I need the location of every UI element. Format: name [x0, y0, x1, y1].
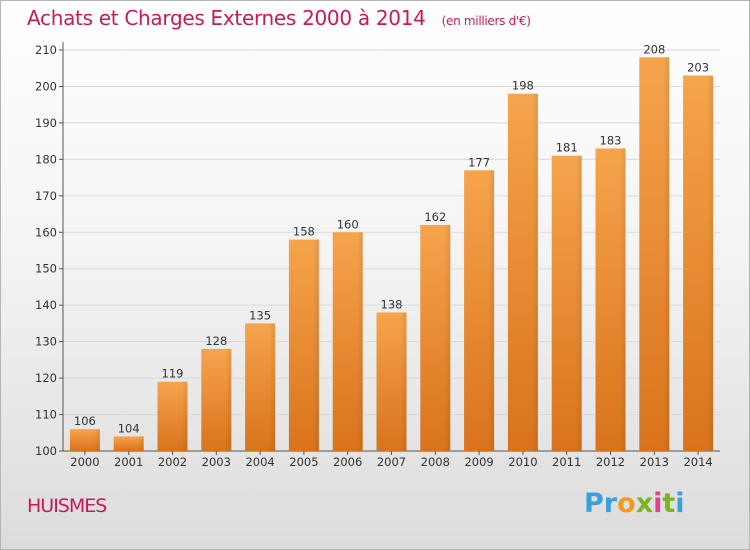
- bar-shade: [245, 323, 276, 451]
- bar-value-label: 198: [512, 79, 534, 93]
- y-tick-label: 120: [35, 371, 57, 385]
- y-tick-label: 190: [35, 116, 57, 130]
- y-tick-label: 200: [35, 79, 57, 93]
- bar-value-label: 181: [556, 141, 578, 155]
- x-tick-label: 2006: [333, 455, 362, 469]
- bar-value-label: 128: [205, 334, 227, 348]
- x-tick-label: 2010: [508, 455, 537, 469]
- y-tick-label: 140: [35, 298, 57, 312]
- logo-letter: i: [675, 488, 685, 519]
- bar-shade: [376, 312, 407, 451]
- bar-value-label: 203: [687, 61, 709, 75]
- bar-value-label: 177: [468, 155, 490, 169]
- location-label: HUISMES: [27, 495, 107, 517]
- bar-shade: [332, 232, 363, 451]
- y-tick-label: 130: [35, 335, 57, 349]
- bar-shade: [420, 224, 451, 451]
- x-tick-label: 2014: [683, 455, 712, 469]
- x-tick-label: 2009: [464, 455, 493, 469]
- logo-letter: P: [584, 488, 604, 519]
- x-tick-label: 2000: [70, 455, 99, 469]
- logo-letter: r: [603, 488, 618, 519]
- proxiti-logo: Proxiti: [584, 488, 685, 519]
- y-tick-label: 170: [35, 189, 57, 203]
- bar-value-label: 104: [118, 421, 140, 435]
- x-tick-label: 2001: [114, 455, 143, 469]
- bar-value-label: 208: [643, 42, 665, 56]
- chart-title: Achats et Charges Externes 2000 à 2014 (…: [27, 6, 531, 30]
- x-tick-label: 2004: [245, 455, 274, 469]
- logo-letter: i: [653, 488, 663, 519]
- bar-shade: [113, 436, 144, 451]
- bar-value-label: 135: [249, 308, 271, 322]
- bar-shade: [288, 239, 319, 451]
- x-tick-label: 2003: [202, 455, 231, 469]
- bar-shade: [551, 155, 582, 451]
- bar-value-label: 162: [424, 210, 446, 224]
- bar-shade: [201, 348, 232, 451]
- x-tick-label: 2012: [596, 455, 625, 469]
- x-tick-label: 2011: [552, 455, 581, 469]
- x-tick-label: 2005: [289, 455, 318, 469]
- bar-value-label: 160: [337, 217, 359, 231]
- bar-value-label: 183: [600, 133, 622, 147]
- y-tick-label: 180: [35, 152, 57, 166]
- y-tick-label: 110: [35, 408, 57, 422]
- x-tick-label: 2008: [421, 455, 450, 469]
- bar-shade: [507, 93, 538, 451]
- bar-value-label: 138: [381, 297, 403, 311]
- bar-value-label: 119: [162, 367, 184, 381]
- y-tick-label: 100: [35, 444, 57, 458]
- chart-unit: (en milliers d'€): [441, 14, 531, 28]
- bar-shade: [639, 57, 670, 452]
- x-tick-label: 2007: [377, 455, 406, 469]
- x-tick-label: 2002: [158, 455, 187, 469]
- bar-value-label: 106: [74, 414, 96, 428]
- y-tick-label: 150: [35, 262, 57, 276]
- logo-letter: t: [662, 488, 676, 519]
- chart-title-text: Achats et Charges Externes 2000 à 2014: [27, 6, 426, 30]
- y-tick-label: 160: [35, 225, 57, 239]
- logo-letter: x: [635, 488, 654, 519]
- bar-value-label: 158: [293, 225, 315, 239]
- bar-shade: [157, 381, 188, 451]
- x-tick-label: 2013: [640, 455, 669, 469]
- bar-shade: [69, 429, 100, 451]
- logo-letter: o: [617, 488, 636, 519]
- bar-shade: [595, 148, 626, 451]
- bar-shade: [683, 75, 714, 451]
- y-tick-label: 210: [35, 43, 57, 57]
- bar-shade: [464, 170, 495, 452]
